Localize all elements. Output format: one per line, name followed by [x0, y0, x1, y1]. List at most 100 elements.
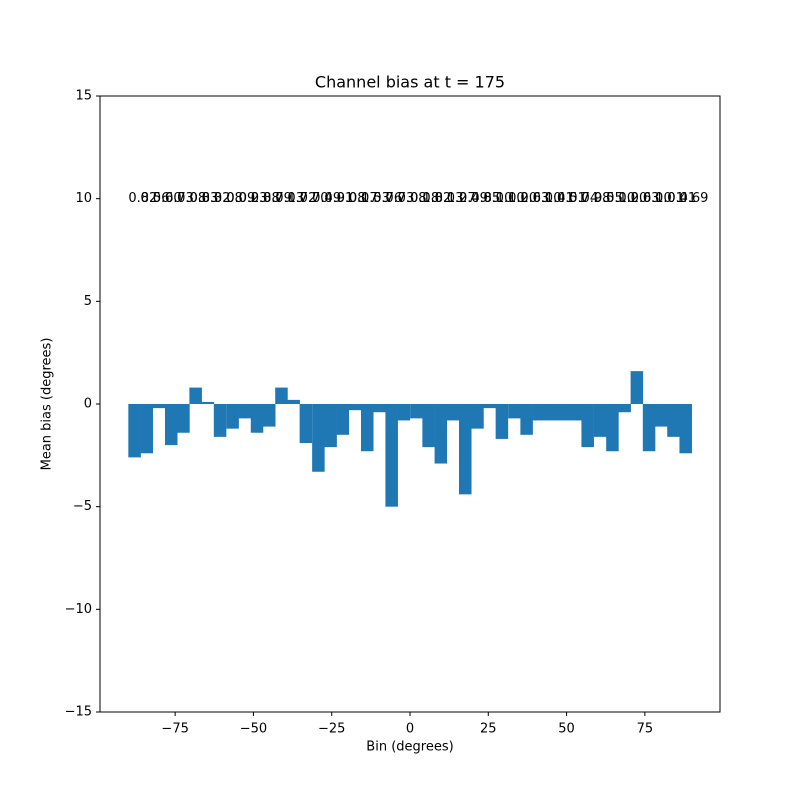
annotation: 0.91 — [324, 191, 353, 206]
bar — [238, 404, 252, 419]
y-tick-label: 10 — [75, 191, 92, 206]
bar — [606, 404, 619, 452]
bar — [446, 404, 460, 421]
annotation: 0.10 — [606, 191, 635, 206]
bar — [422, 404, 435, 448]
annotation: 0.32 — [202, 191, 231, 206]
annotation: 0.10 — [643, 191, 672, 206]
annotation: 0.82 — [422, 191, 451, 206]
bar — [189, 387, 202, 404]
bar — [360, 404, 374, 452]
annotation: 0.72 — [287, 191, 316, 206]
x-tick-label: −50 — [240, 722, 267, 737]
bar — [459, 404, 472, 495]
bar — [213, 404, 227, 437]
bar — [373, 404, 386, 413]
annotation: 0.10 — [533, 191, 562, 206]
annotation: 0.08 — [177, 191, 206, 206]
annotation: 0.49 — [459, 191, 488, 206]
annotation: 0.18 — [410, 191, 439, 206]
bar — [250, 404, 264, 433]
y-tick-label: −10 — [65, 602, 92, 617]
annotation: 0.74 — [569, 191, 598, 206]
annotation: 0.23 — [239, 191, 268, 206]
annotation: 0.41 — [667, 191, 696, 206]
annotation: 0.17 — [349, 191, 378, 206]
bar — [520, 404, 533, 435]
bar — [667, 404, 680, 437]
bar — [140, 404, 154, 454]
bar — [410, 404, 423, 419]
annotation: 0.53 — [361, 191, 390, 206]
bar — [642, 404, 656, 452]
bar — [655, 404, 668, 427]
bar — [397, 404, 411, 421]
annotation: 0.08 — [337, 191, 366, 206]
bar — [495, 404, 509, 439]
bar — [630, 371, 644, 404]
bar — [152, 404, 166, 409]
x-tick-label: 25 — [480, 722, 497, 737]
bar — [336, 404, 350, 435]
annotation: 0.98 — [581, 191, 610, 206]
annotation: 0.13 — [435, 191, 464, 206]
bar — [557, 404, 570, 421]
annotation: 0.73 — [165, 191, 194, 206]
x-tick-label: 0 — [406, 722, 414, 737]
bar — [593, 404, 607, 437]
bar — [348, 404, 362, 411]
bar — [434, 404, 448, 464]
y-tick-label: 5 — [84, 294, 92, 309]
bar — [581, 404, 594, 448]
bar — [324, 404, 337, 448]
bar — [679, 404, 692, 454]
annotation: 0.49 — [312, 191, 341, 206]
annotation: 0.01 — [655, 191, 684, 206]
annotation: 0.56 — [141, 191, 170, 206]
y-tick-label: 0 — [84, 397, 92, 412]
bar — [618, 404, 631, 413]
bar — [483, 404, 496, 409]
x-tick-label: −25 — [318, 722, 345, 737]
bar — [128, 404, 141, 458]
annotation: 0.41 — [545, 191, 574, 206]
annotation: 0.13 — [275, 191, 304, 206]
annotation: 0.09 — [226, 191, 255, 206]
y-tick-label: 15 — [75, 89, 92, 104]
annotation: 0.10 — [496, 191, 525, 206]
bar — [508, 404, 521, 419]
y-tick-label: −5 — [73, 499, 92, 514]
annotation: 0.08 — [214, 191, 243, 206]
annotation: 0.88 — [251, 191, 280, 206]
bar — [201, 401, 215, 404]
annotation: 0.08 — [398, 191, 427, 206]
y-tick-label: −15 — [65, 705, 92, 720]
annotation: 0.55 — [594, 191, 623, 206]
annotation: 0.69 — [679, 191, 708, 206]
bar — [287, 399, 300, 404]
annotation: 0.79 — [263, 191, 292, 206]
annotation: 0.63 — [631, 191, 660, 206]
bar — [177, 404, 190, 433]
bar — [312, 404, 325, 472]
bar — [471, 404, 484, 429]
annotation: 0.20 — [508, 191, 537, 206]
annotation: 0.20 — [618, 191, 647, 206]
annotation: 0.83 — [189, 191, 218, 206]
x-axis-label: Bin (degrees) — [366, 740, 453, 755]
bar — [164, 404, 178, 446]
bar — [262, 404, 276, 427]
bar — [299, 404, 313, 444]
bar — [569, 404, 582, 421]
annotation: 0.51 — [557, 191, 586, 206]
annotation: 0.63 — [520, 191, 549, 206]
x-tick-label: 75 — [637, 722, 654, 737]
annotation: 0.85 — [471, 191, 500, 206]
annotation: 0.27 — [447, 191, 476, 206]
annotation: 0.70 — [300, 191, 329, 206]
y-axis-label: Mean bias (degrees) — [40, 338, 55, 471]
annotation: 0.10 — [483, 191, 512, 206]
chart-title: Channel bias at t = 175 — [315, 73, 505, 92]
bar — [544, 404, 558, 421]
